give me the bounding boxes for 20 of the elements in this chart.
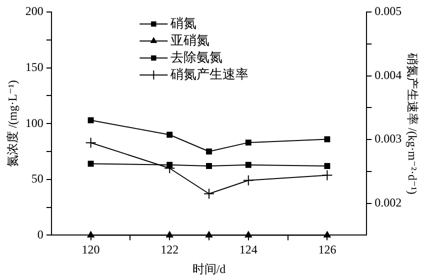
y-axis-title: 氮浓度 /(mg·L⁻¹)	[5, 80, 20, 168]
legend-label: 硝氮	[170, 15, 197, 30]
x-tick-label: 126	[318, 242, 336, 257]
y2-axis-title: 硝氮产生速率 /(kg·m⁻²·d⁻¹)	[406, 52, 420, 194]
y-tick-label: 100	[25, 116, 44, 130]
y2-tick-label: 0.005	[374, 4, 402, 18]
y-tick-label: 0	[37, 227, 44, 242]
y-tick-label: 50	[31, 172, 44, 186]
x-axis-title: 时间/d	[192, 262, 226, 276]
legend-label: 去除氨氮	[170, 49, 223, 64]
legend-label: 亚硝氮	[170, 32, 210, 48]
y2-tick-label: 0.002	[374, 195, 402, 210]
legend-label: 硝氮产生速率	[170, 66, 249, 82]
y-tick-label: 200	[25, 4, 44, 18]
y2-tick-label: 0.003	[374, 132, 402, 146]
x-tick-label: 120	[82, 242, 100, 257]
y2-tick-label: 0.004	[374, 68, 402, 82]
x-tick-label: 122	[160, 242, 179, 257]
y-tick-label: 150	[25, 60, 44, 74]
x-tick-label: 124	[239, 242, 258, 257]
